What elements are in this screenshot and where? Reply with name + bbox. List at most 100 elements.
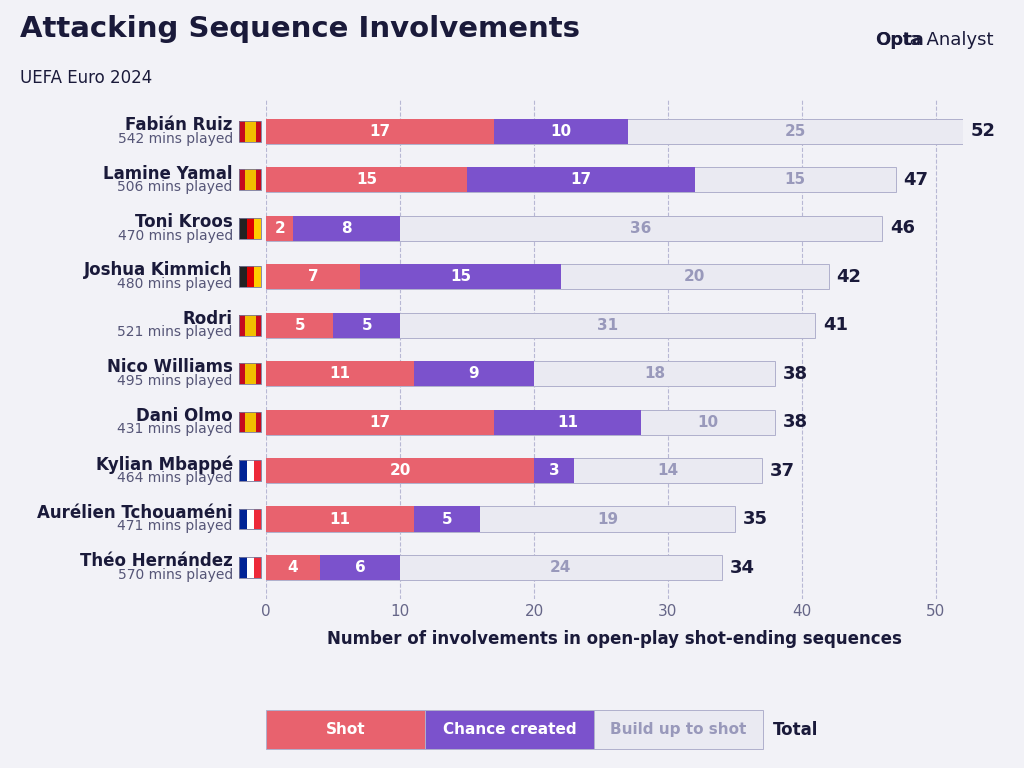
Text: 20: 20 — [684, 270, 706, 284]
Bar — [494, 119, 628, 144]
Text: 11: 11 — [557, 415, 578, 429]
Text: 5: 5 — [295, 318, 305, 333]
Text: 5: 5 — [441, 511, 453, 527]
Text: 471 mins played: 471 mins played — [118, 519, 232, 533]
Bar — [240, 170, 245, 190]
Bar — [266, 313, 815, 338]
Bar — [256, 363, 261, 384]
Bar — [240, 315, 261, 336]
Text: Rodri: Rodri — [182, 310, 232, 328]
Text: Toni Kroos: Toni Kroos — [135, 213, 232, 231]
Bar — [333, 313, 400, 338]
Bar — [266, 458, 535, 483]
Text: 6: 6 — [354, 560, 366, 575]
Bar — [240, 508, 247, 529]
Text: 11: 11 — [330, 366, 350, 381]
Bar — [254, 218, 261, 239]
Text: 431 mins played: 431 mins played — [118, 422, 232, 436]
Bar — [266, 506, 414, 531]
Bar — [266, 216, 883, 241]
Text: 24: 24 — [550, 560, 571, 575]
Bar — [245, 170, 256, 190]
Text: Aurélien Tchouaméni: Aurélien Tchouaméni — [37, 504, 232, 521]
Text: 480 mins played: 480 mins played — [118, 277, 232, 291]
Bar — [254, 558, 261, 578]
Bar — [240, 412, 261, 432]
Text: 7: 7 — [308, 270, 318, 284]
Bar — [247, 218, 254, 239]
Bar — [256, 121, 261, 141]
Text: Lamine Yamal: Lamine Yamal — [103, 164, 232, 183]
Text: 495 mins played: 495 mins played — [118, 374, 232, 388]
Bar — [414, 506, 480, 531]
X-axis label: Number of involvements in open-play shot-ending sequences: Number of involvements in open-play shot… — [327, 630, 902, 648]
Text: Opta: Opta — [876, 31, 925, 48]
Text: 36: 36 — [631, 220, 652, 236]
Bar — [247, 266, 254, 287]
Bar — [535, 458, 574, 483]
Bar — [266, 409, 494, 435]
Text: 11: 11 — [330, 511, 350, 527]
Text: 18: 18 — [644, 366, 666, 381]
Bar — [360, 264, 561, 290]
Bar — [266, 167, 467, 193]
Bar — [266, 167, 896, 193]
Bar — [240, 558, 261, 578]
Bar — [266, 361, 775, 386]
Text: 17: 17 — [570, 172, 592, 187]
Text: Opta Analyst: Opta Analyst — [877, 31, 993, 48]
Bar — [266, 555, 722, 580]
Text: 25: 25 — [784, 124, 806, 139]
Text: 15: 15 — [450, 270, 471, 284]
Bar — [494, 409, 641, 435]
Bar — [240, 460, 247, 481]
Bar — [240, 363, 261, 384]
Bar — [414, 361, 535, 386]
Bar — [266, 506, 735, 531]
Text: Build up to shot: Build up to shot — [610, 722, 746, 737]
Text: 52: 52 — [971, 122, 995, 141]
Text: 17: 17 — [370, 415, 390, 429]
Bar — [319, 555, 400, 580]
Text: 47: 47 — [903, 170, 929, 189]
Text: Total: Total — [773, 720, 818, 739]
Text: Théo Hernández: Théo Hernández — [80, 552, 232, 570]
Text: 2: 2 — [274, 220, 285, 236]
Bar — [266, 119, 963, 144]
Text: 464 mins played: 464 mins played — [118, 471, 232, 485]
Bar — [240, 266, 247, 287]
Text: 10: 10 — [550, 124, 571, 139]
Text: Kylian Mbappé: Kylian Mbappé — [95, 455, 232, 474]
Text: 10: 10 — [697, 415, 719, 429]
Bar — [247, 460, 254, 481]
Bar — [245, 315, 256, 336]
Text: Shot: Shot — [326, 722, 366, 737]
Bar — [240, 460, 261, 481]
Text: Joshua Kimmich: Joshua Kimmich — [84, 261, 232, 280]
Text: 4: 4 — [288, 560, 298, 575]
Bar — [240, 412, 245, 432]
Bar — [245, 363, 256, 384]
Text: 570 mins played: 570 mins played — [118, 568, 232, 582]
Text: 5: 5 — [361, 318, 372, 333]
Text: 41: 41 — [823, 316, 848, 334]
Bar — [256, 412, 261, 432]
Text: 542 mins played: 542 mins played — [118, 131, 232, 146]
Bar — [256, 315, 261, 336]
Text: Nico Williams: Nico Williams — [106, 359, 232, 376]
Bar — [266, 119, 494, 144]
Bar — [266, 264, 360, 290]
Text: 38: 38 — [783, 365, 808, 382]
Text: 42: 42 — [837, 268, 861, 286]
Bar — [467, 167, 694, 193]
Text: 506 mins played: 506 mins played — [118, 180, 232, 194]
Text: 31: 31 — [597, 318, 618, 333]
Bar — [256, 170, 261, 190]
Bar — [266, 409, 775, 435]
Text: 17: 17 — [370, 124, 390, 139]
Bar — [266, 361, 414, 386]
Text: 34: 34 — [729, 558, 755, 577]
Bar — [266, 264, 828, 290]
Bar — [240, 121, 261, 141]
Text: 15: 15 — [784, 172, 806, 187]
